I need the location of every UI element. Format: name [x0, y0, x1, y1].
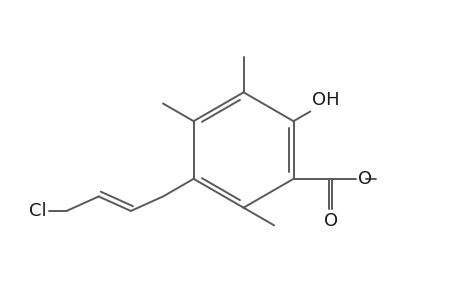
Text: OH: OH	[312, 92, 339, 110]
Text: Cl: Cl	[28, 202, 46, 220]
Text: O: O	[323, 212, 337, 230]
Text: O: O	[357, 170, 371, 188]
